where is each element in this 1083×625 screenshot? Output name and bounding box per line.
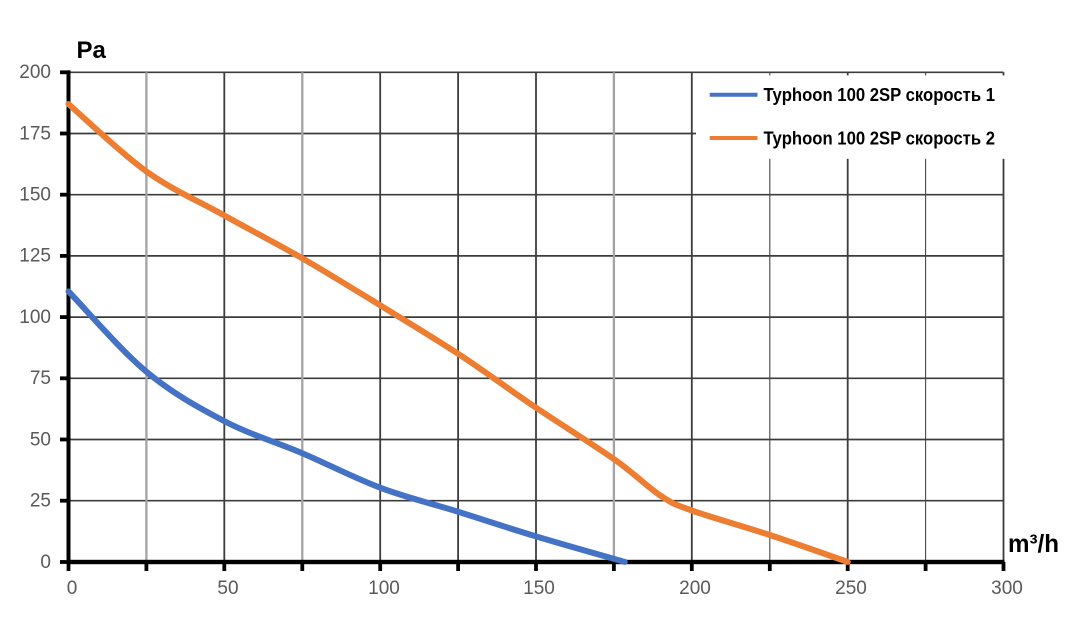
svg-text:200: 200: [679, 578, 711, 599]
svg-text:100: 100: [368, 578, 400, 599]
svg-text:75: 75: [30, 368, 51, 389]
svg-text:Pa: Pa: [77, 37, 107, 64]
svg-text:175: 175: [19, 123, 51, 144]
svg-text:250: 250: [835, 578, 867, 599]
svg-text:m³/h: m³/h: [1008, 530, 1059, 558]
svg-text:Typhoon 100 2SP скорость 1: Typhoon 100 2SP скорость 1: [764, 85, 996, 105]
svg-text:50: 50: [217, 578, 238, 599]
svg-text:125: 125: [19, 246, 51, 267]
svg-text:0: 0: [40, 552, 51, 573]
svg-text:25: 25: [30, 491, 51, 512]
svg-text:100: 100: [19, 307, 51, 328]
svg-text:Typhoon 100 2SP скорость 2: Typhoon 100 2SP скорость 2: [764, 129, 996, 149]
svg-text:150: 150: [523, 578, 555, 599]
svg-text:0: 0: [67, 578, 78, 599]
svg-text:300: 300: [991, 578, 1023, 599]
svg-text:150: 150: [19, 185, 51, 206]
svg-text:50: 50: [30, 429, 51, 450]
svg-text:200: 200: [19, 62, 51, 83]
